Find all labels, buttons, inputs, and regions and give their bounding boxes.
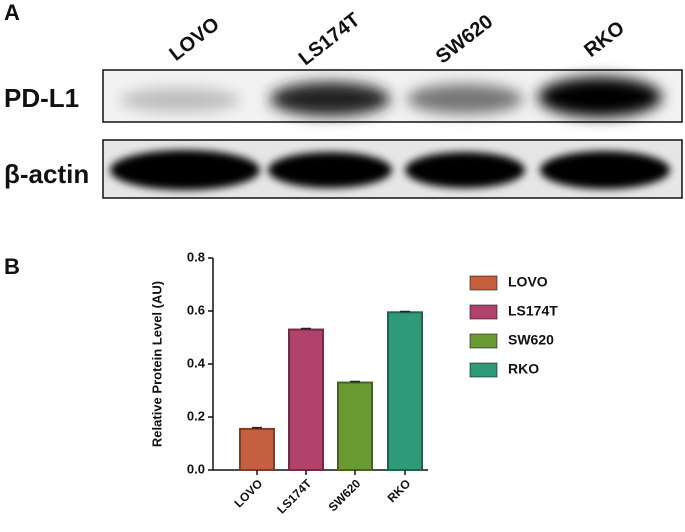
legend-label: LS174T [508, 303, 558, 319]
lane-label: LOVO [165, 13, 223, 65]
bar [239, 427, 275, 471]
legend-label: SW620 [508, 332, 554, 348]
legend-swatch [469, 304, 498, 320]
y-tick-label: 0.2 [187, 408, 205, 423]
legend-label: LOVO [508, 274, 548, 290]
error-bar [350, 380, 360, 383]
legend-label: RKO [508, 361, 539, 377]
x-tick-label: LS174T [274, 476, 315, 517]
bar [387, 311, 423, 472]
y-tick-label: 0.0 [187, 461, 205, 476]
bar [337, 381, 373, 471]
error-bar [400, 310, 410, 313]
x-tick-label: RKO [385, 476, 414, 505]
y-axis-label: Relative Protein Level (AU) [149, 281, 164, 447]
blot-actin [102, 139, 683, 199]
panel-label: B [4, 254, 20, 279]
legend-swatch [469, 362, 498, 378]
x-tick-label: LOVO [231, 476, 265, 510]
x-tick-label: SW620 [326, 476, 364, 514]
row-label: β-actin [4, 159, 89, 189]
lane-label: SW620 [432, 11, 497, 69]
panel-label: A [4, 0, 20, 25]
y-tick-label: 0.8 [187, 249, 205, 264]
bar [288, 328, 324, 471]
row-label: PD-L1 [4, 83, 79, 113]
error-bar [252, 426, 262, 429]
chart: 0.0 0.2 0.4 0.6 0.8 LOVO LOVO LS174T LS174T SW620… [187, 249, 558, 516]
legend-swatch [469, 333, 498, 349]
y-tick-label: 0.4 [187, 355, 206, 370]
lane-label: LS174T [295, 9, 365, 70]
lane-label: RKO [580, 17, 629, 62]
error-bar [301, 327, 311, 330]
legend-swatch [469, 275, 498, 291]
y-tick-label: 0.6 [187, 302, 205, 317]
blot-pdl1 [102, 69, 683, 123]
